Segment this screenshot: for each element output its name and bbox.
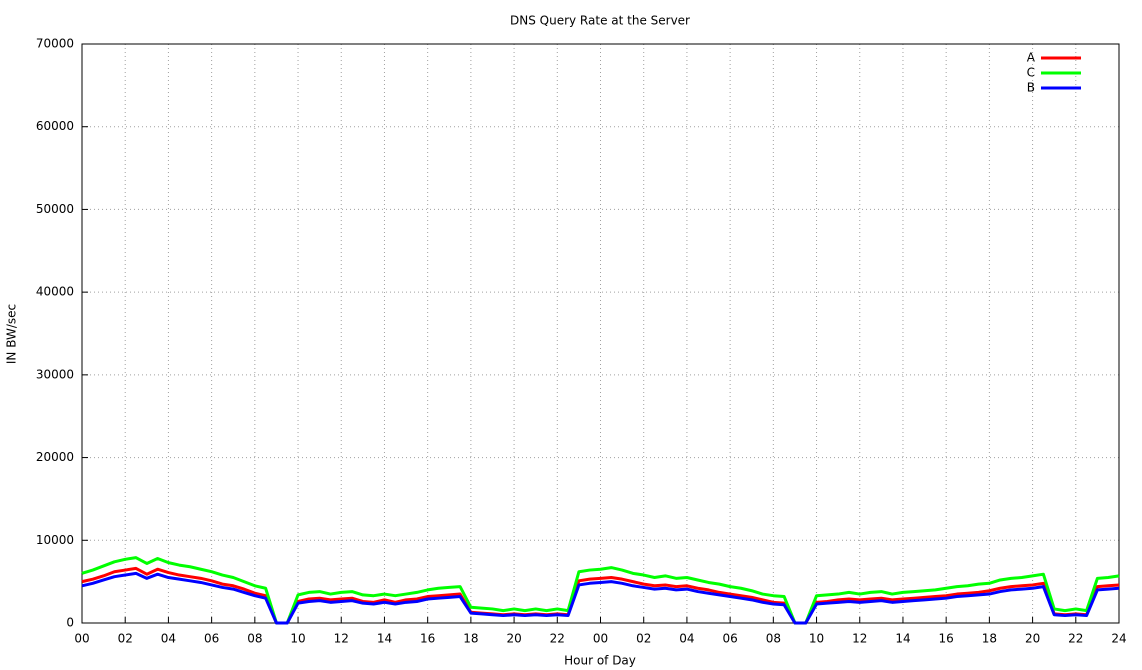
x-tick-label: 06 [722,632,737,646]
series-line [81,566,1120,625]
legend-label: B [1027,81,1035,95]
x-tick-label: 08 [247,632,262,646]
x-tick-label: 00 [593,632,608,646]
y-tick-label: 70000 [36,37,74,51]
y-tick-label: 10000 [36,533,74,547]
x-tick-label: 08 [766,632,781,646]
y-tick-label: 30000 [36,367,74,381]
chart-title: DNS Query Rate at the Server [510,14,690,28]
series-line [81,571,1120,625]
y-tick-label: 50000 [36,202,74,216]
x-tick-label: 00 [74,632,89,646]
x-tick-label: 02 [636,632,651,646]
x-tick-label: 16 [420,632,435,646]
x-tick-label: 20 [506,632,521,646]
plot-border [81,43,1120,624]
legend-label: A [1027,51,1036,65]
x-tick-label: 16 [939,632,954,646]
y-tick-label: 40000 [36,285,74,299]
x-axis-label: Hour of Day [564,654,636,668]
x-tick-label: 10 [809,632,824,646]
x-tick-label: 20 [1025,632,1040,646]
x-tick-label: 02 [118,632,133,646]
series-line [81,556,1120,625]
x-tick-label: 24 [1111,632,1126,646]
x-tick-label: 04 [161,632,176,646]
x-tick-label: 06 [204,632,219,646]
x-tick-label: 18 [463,632,478,646]
x-tick-label: 10 [290,632,305,646]
x-tick-label: 12 [852,632,867,646]
y-tick-label: 0 [66,616,74,630]
x-tick-label: 14 [377,632,392,646]
legend-label: C [1027,66,1035,80]
x-tick-label: 12 [334,632,349,646]
x-tick-label: 18 [982,632,997,646]
x-tick-label: 22 [1068,632,1083,646]
x-tick-label: 22 [550,632,565,646]
y-tick-label: 20000 [36,450,74,464]
x-tick-label: 04 [679,632,694,646]
y-axis-label: IN BW/sec [5,304,19,364]
x-tick-label: 14 [895,632,910,646]
y-tick-label: 60000 [36,119,74,133]
